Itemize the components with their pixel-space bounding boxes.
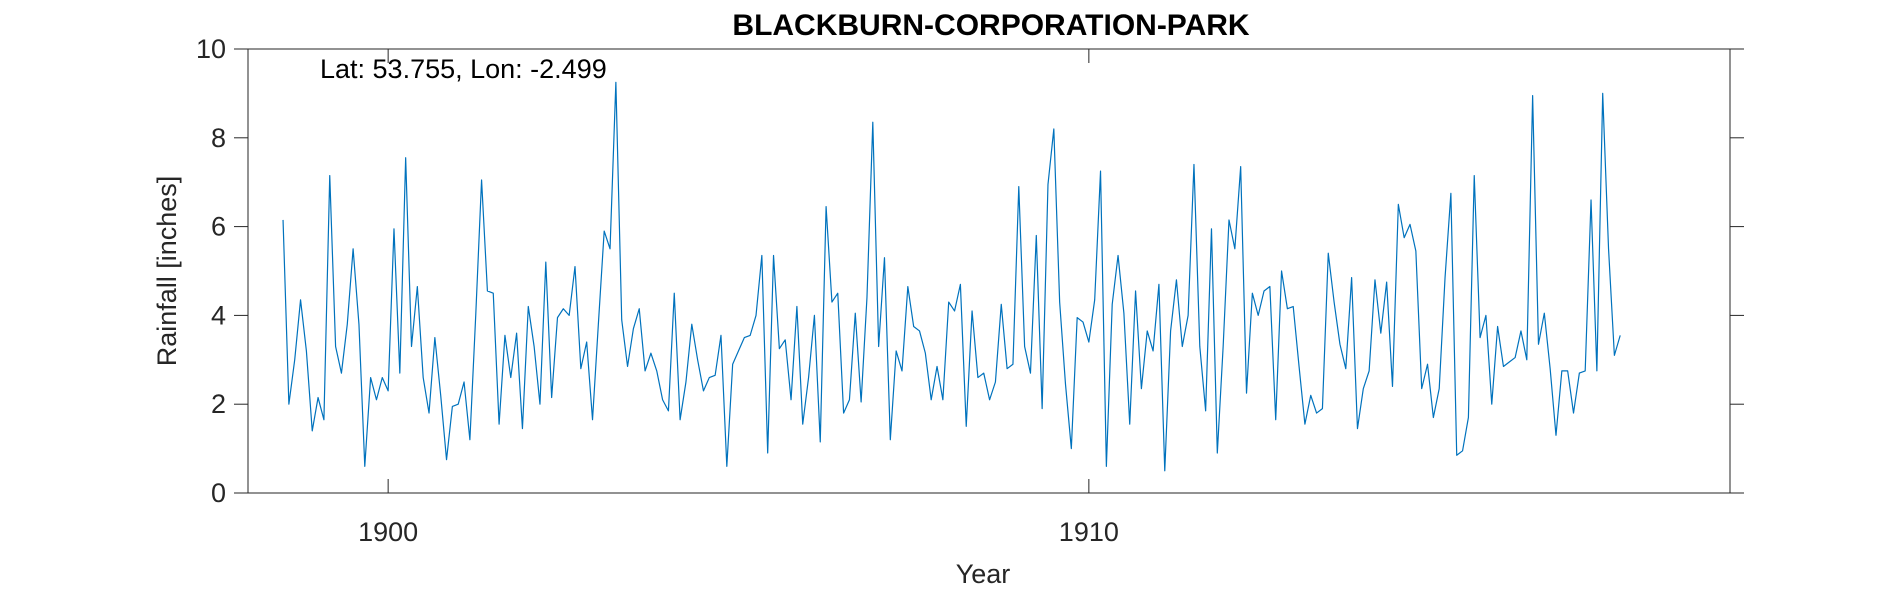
y-tick-label: 8 bbox=[211, 123, 226, 153]
x-axis: 1900 1910 bbox=[358, 49, 1119, 547]
y-tick-label: 2 bbox=[211, 389, 226, 419]
plot-area bbox=[247, 48, 1731, 494]
y-tick-label: 0 bbox=[211, 478, 226, 508]
rainfall-line bbox=[282, 81, 1621, 472]
y-axis-label: Rainfall [inches] bbox=[152, 176, 182, 367]
x-axis-label: Year bbox=[956, 559, 1011, 589]
y-tick-label: 10 bbox=[196, 34, 226, 64]
x-tick-label: 1910 bbox=[1059, 517, 1119, 547]
y-axis: 0 2 4 6 8 10 bbox=[196, 34, 1744, 508]
rainfall-series bbox=[282, 81, 1621, 472]
y-tick-label: 4 bbox=[211, 300, 226, 330]
x-tick-label: 1900 bbox=[358, 517, 418, 547]
location-annotation: Lat: 53.755, Lon: -2.499 bbox=[320, 54, 607, 84]
chart-title: BLACKBURN-CORPORATION-PARK bbox=[732, 9, 1250, 42]
y-tick-label: 6 bbox=[211, 212, 226, 242]
